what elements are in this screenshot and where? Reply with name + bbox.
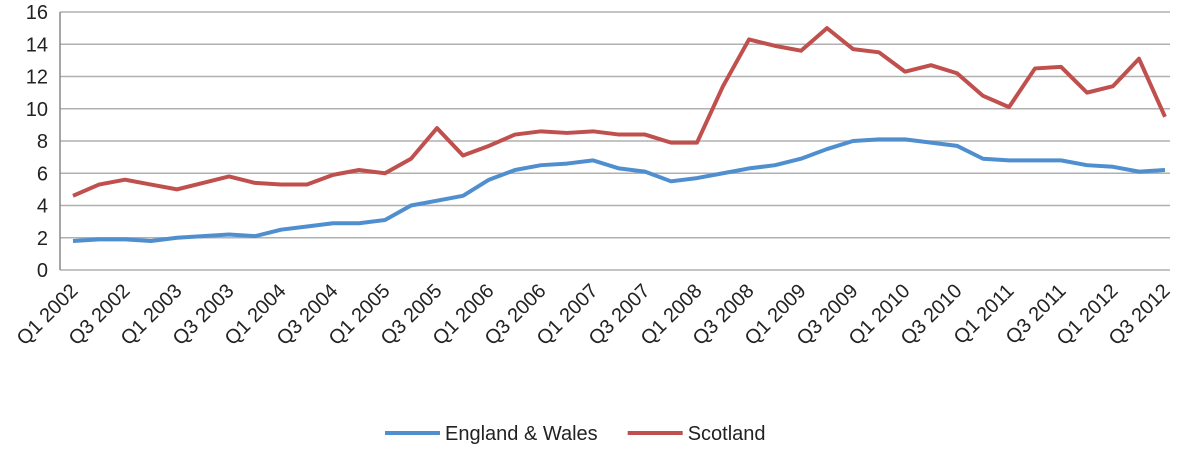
y-tick-label: 14: [26, 34, 48, 56]
y-tick-label: 2: [37, 228, 48, 250]
y-tick-label: 12: [26, 67, 48, 89]
y-tick-label: 4: [37, 196, 48, 218]
y-tick-label: 8: [37, 131, 48, 153]
y-tick-label: 16: [26, 2, 48, 24]
y-tick-label: 6: [37, 163, 48, 185]
series-line: [72, 26, 1167, 198]
legend-label: England & Wales: [445, 423, 598, 445]
y-tick-label: 0: [37, 260, 48, 282]
legend-label: Scotland: [688, 423, 766, 445]
y-tick-label: 10: [26, 99, 48, 121]
series-line: [72, 137, 1166, 243]
